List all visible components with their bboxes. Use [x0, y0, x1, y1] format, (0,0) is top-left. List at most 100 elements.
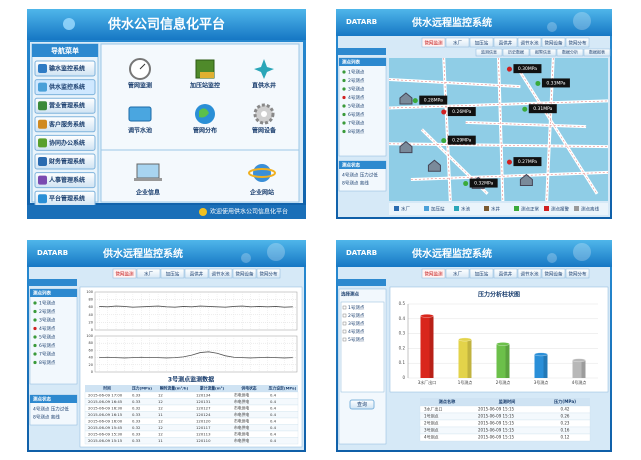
tab-label[interactable]: 管网设备	[236, 271, 254, 278]
point-item[interactable]: 4号测点	[348, 94, 365, 101]
point-item[interactable]: 1号测点	[348, 69, 365, 76]
nav-item[interactable]: 平台管理系统	[49, 195, 85, 203]
nav-item[interactable]: 人事管理系统	[49, 176, 85, 184]
station-marker[interactable]	[506, 159, 512, 165]
subtab-label[interactable]: 数据分析	[562, 49, 578, 55]
tab-label[interactable]: 管网监测	[425, 40, 443, 47]
nav-item[interactable]: 输水监控系统	[49, 65, 85, 73]
subtab[interactable]	[583, 48, 611, 57]
app-icon[interactable]	[136, 163, 160, 179]
app-icon[interactable]	[128, 106, 152, 122]
tab[interactable]	[160, 268, 185, 279]
tab[interactable]	[136, 268, 161, 279]
tab-label[interactable]: 管网分布	[569, 40, 587, 47]
station-marker[interactable]	[441, 109, 447, 115]
tab-label[interactable]: 调节水池	[212, 271, 230, 278]
app-label[interactable]: 企业信息	[135, 189, 160, 197]
tab-label[interactable]: 水厂	[453, 271, 462, 278]
station-marker[interactable]	[535, 80, 541, 86]
nav-button[interactable]	[34, 116, 96, 133]
tab[interactable]	[541, 37, 566, 48]
point-item[interactable]: 5号测点	[348, 336, 365, 343]
tab[interactable]	[469, 268, 494, 279]
checkbox[interactable]	[342, 329, 347, 334]
point-item[interactable]: 2号测点	[39, 308, 56, 315]
tab-label[interactable]: 调节水池	[521, 40, 539, 47]
tab-label[interactable]: 管网监测	[425, 271, 443, 278]
checkbox[interactable]	[342, 337, 347, 342]
point-item[interactable]: 5号测点	[348, 103, 365, 110]
subtab-label[interactable]: 报警信息	[535, 49, 551, 55]
point-item[interactable]: 6号测点	[39, 342, 56, 349]
tab[interactable]	[232, 268, 257, 279]
app-label[interactable]: 直供水井	[252, 82, 276, 90]
nav-item[interactable]: 财务管理系统	[48, 158, 85, 166]
app-label[interactable]: 调节水池	[128, 127, 152, 135]
point-item[interactable]: 8号测点	[39, 359, 56, 366]
station-marker[interactable]	[463, 181, 469, 187]
tab[interactable]	[421, 268, 446, 279]
tab-label[interactable]: 管网分布	[569, 271, 587, 278]
tab[interactable]	[517, 37, 542, 48]
tab-label[interactable]: 水厂	[144, 271, 153, 278]
point-item[interactable]: 3号测点	[39, 317, 56, 324]
nav-button[interactable]	[34, 153, 96, 170]
point-item[interactable]: 2号测点	[348, 77, 365, 84]
tab-label[interactable]: 水厂	[453, 40, 462, 47]
tab[interactable]	[445, 268, 470, 279]
point-item[interactable]: 7号测点	[348, 120, 365, 127]
query-label[interactable]: 查询	[357, 401, 367, 408]
tab-label[interactable]: 管网分布	[260, 271, 278, 278]
nav-button[interactable]	[34, 79, 96, 96]
tab[interactable]	[208, 268, 233, 279]
point-item[interactable]: 1号测点	[39, 300, 56, 307]
tab-label[interactable]: 加压站	[166, 271, 180, 278]
point-item[interactable]: 3号测点	[348, 86, 365, 93]
app-label[interactable]: 企业网站	[249, 189, 274, 197]
nav-button[interactable]	[34, 172, 96, 189]
checkbox[interactable]	[342, 321, 347, 326]
point-item[interactable]: 6号测点	[348, 111, 365, 118]
nav-item[interactable]: 供水监控系统	[48, 83, 85, 91]
nav-item[interactable]: 协同办公系统	[49, 139, 85, 147]
subtab-label[interactable]: 数据报表	[589, 49, 605, 55]
query-button[interactable]	[349, 399, 375, 410]
app-label[interactable]: 管网监测	[128, 82, 152, 90]
tab[interactable]	[469, 37, 494, 48]
station-marker[interactable]	[506, 66, 512, 72]
station-marker[interactable]	[522, 106, 528, 112]
nav-button[interactable]	[34, 60, 96, 77]
point-item[interactable]: 2号测点	[348, 312, 365, 319]
nav-button[interactable]	[34, 97, 96, 114]
point-item[interactable]: 4号测点	[39, 325, 56, 332]
subtab[interactable]	[556, 48, 584, 57]
point-item[interactable]: 4号测点	[348, 328, 365, 335]
subtab-label[interactable]: 监测信息	[481, 49, 497, 55]
app-label[interactable]: 管网设备	[252, 127, 277, 135]
app-label[interactable]: 管网分布	[193, 127, 217, 135]
subtab[interactable]	[529, 48, 557, 57]
tab-label[interactable]: 调节水池	[521, 271, 539, 278]
tab[interactable]	[493, 268, 518, 279]
app-icon[interactable]	[254, 59, 274, 79]
tab[interactable]	[184, 268, 209, 279]
nav-item[interactable]: 营业管理系统	[49, 102, 85, 110]
tab[interactable]	[112, 268, 137, 279]
app-icon[interactable]	[253, 164, 271, 182]
point-item[interactable]: 8号测点	[348, 128, 365, 135]
checkbox[interactable]	[342, 313, 347, 318]
tab[interactable]	[565, 37, 590, 48]
tab-label[interactable]: 直供井	[499, 271, 513, 278]
station-marker[interactable]	[441, 138, 447, 144]
tab[interactable]	[565, 268, 590, 279]
tab[interactable]	[541, 268, 566, 279]
nav-item[interactable]: 客户服务系统	[48, 120, 85, 128]
tab[interactable]	[517, 268, 542, 279]
subtab[interactable]	[475, 48, 503, 57]
tab-label[interactable]: 直供井	[190, 271, 204, 278]
nav-button[interactable]	[34, 134, 96, 151]
subtab-label[interactable]: 历史数据	[508, 49, 524, 55]
station-marker[interactable]	[412, 98, 418, 104]
tab-label[interactable]: 管网设备	[545, 40, 563, 47]
tab-label[interactable]: 直供井	[499, 40, 513, 47]
